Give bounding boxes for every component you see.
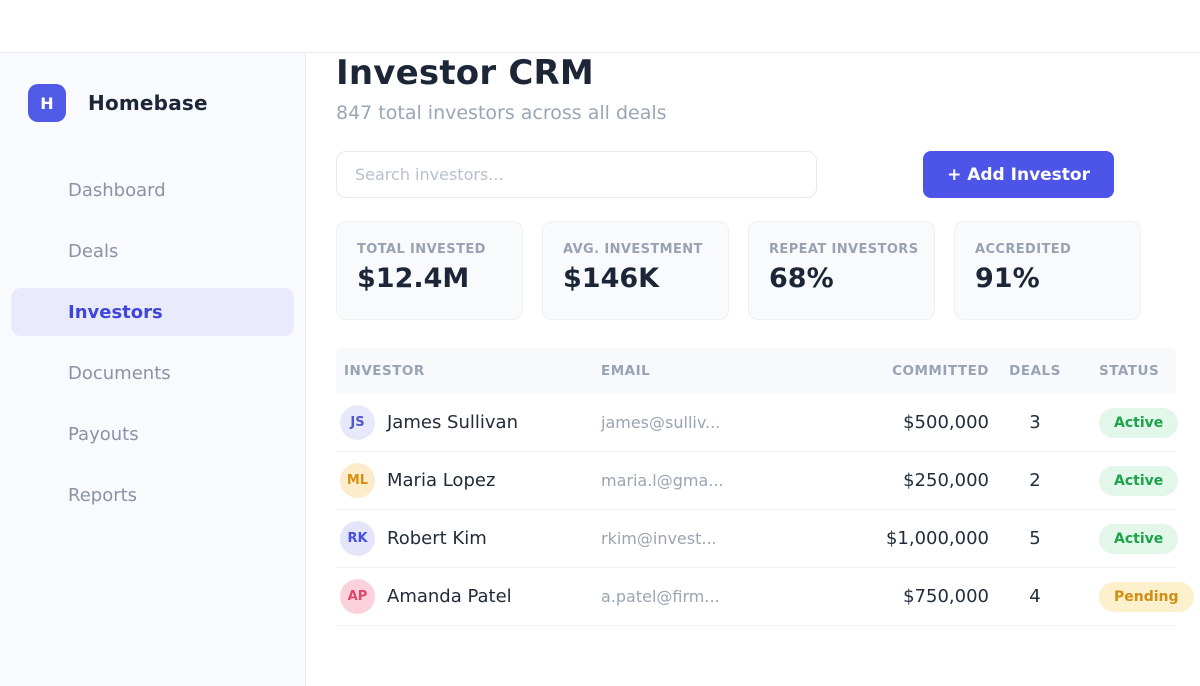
investor-email: james@sulliv... — [601, 413, 721, 432]
table-row[interactable]: ML Maria Lopez maria.l@gma... $250,000 2… — [336, 452, 1179, 510]
deals-count: 3 — [1029, 412, 1041, 433]
sidebar-item-payouts[interactable]: Payouts — [68, 423, 139, 445]
investor-email: rkim@invest... — [601, 529, 717, 548]
add-investor-button[interactable]: + Add Investor — [923, 151, 1114, 198]
table-row[interactable]: AP Amanda Patel a.patel@firm... $750,000… — [336, 568, 1194, 626]
homebase-logo-icon: H — [28, 84, 66, 122]
investor-cell: ML Maria Lopez — [336, 463, 601, 498]
sidebar-item-investors[interactable]: Investors — [11, 288, 294, 336]
sidebar-item-deals[interactable]: Deals — [68, 240, 119, 262]
committed-amount: $1,000,000 — [885, 528, 989, 549]
stat-label: AVG. INVESTMENT — [563, 242, 703, 257]
status-badge: Active — [1099, 407, 1179, 438]
status-cell: Active — [1081, 465, 1179, 496]
status-badge: Active — [1099, 465, 1179, 496]
sidebar-item-dashboard[interactable]: Dashboard — [68, 179, 166, 201]
investor-name: James Sullivan — [387, 412, 518, 433]
stat-card-avg-investment: AVG. INVESTMENT $146K — [542, 221, 729, 320]
investor-name: Robert Kim — [387, 528, 487, 549]
investor-email: a.patel@firm... — [601, 587, 720, 606]
stat-label: TOTAL INVESTED — [357, 242, 486, 257]
investor-cell: RK Robert Kim — [336, 521, 601, 556]
committed-amount: $500,000 — [903, 412, 989, 433]
investor-name: Maria Lopez — [387, 470, 496, 491]
brand[interactable]: H Homebase — [0, 84, 305, 122]
app-shell: H Homebase Dashboard Deals Investors Doc… — [0, 53, 1200, 686]
stat-value: 68% — [769, 263, 834, 294]
stat-value: $146K — [563, 263, 660, 294]
deals-count: 4 — [1029, 586, 1041, 607]
sidebar-nav: Dashboard Deals Investors Documents Payo… — [0, 166, 305, 519]
investor-email: maria.l@gma... — [601, 471, 724, 490]
sidebar: H Homebase Dashboard Deals Investors Doc… — [0, 53, 306, 686]
stat-value: $12.4M — [357, 263, 470, 294]
column-header-investor: INVESTOR — [344, 363, 425, 379]
stat-value: 91% — [975, 263, 1040, 294]
page-title: Investor CRM — [336, 53, 594, 93]
table-row[interactable]: RK Robert Kim rkim@invest... $1,000,000 … — [336, 510, 1179, 568]
status-cell: Active — [1081, 523, 1179, 554]
avatar: RK — [340, 521, 375, 556]
table-row[interactable]: JS James Sullivan james@sulliv... $500,0… — [336, 394, 1179, 452]
status-cell: Pending — [1081, 581, 1194, 612]
avatar: AP — [340, 579, 375, 614]
stat-label: ACCREDITED — [975, 242, 1072, 257]
avatar: JS — [340, 405, 375, 440]
avatar: ML — [340, 463, 375, 498]
stats-row: TOTAL INVESTED $12.4M AVG. INVESTMENT $1… — [336, 221, 1176, 320]
brand-name: Homebase — [88, 91, 208, 115]
status-badge: Pending — [1099, 581, 1194, 612]
sidebar-item-reports[interactable]: Reports — [68, 484, 138, 506]
sidebar-item-documents[interactable]: Documents — [68, 362, 171, 384]
stat-card-repeat-investors: REPEAT INVESTORS 68% — [748, 221, 935, 320]
main-content: Investor CRM 847 total investors across … — [306, 53, 1200, 686]
page-subtitle: 847 total investors across all deals — [336, 102, 667, 124]
top-bar — [0, 0, 1200, 53]
column-header-status: STATUS — [1099, 363, 1160, 379]
status-cell: Active — [1081, 407, 1179, 438]
table-header-row: INVESTOR EMAIL COMMITTED DEALS STATUS — [336, 348, 1176, 394]
committed-amount: $750,000 — [903, 586, 989, 607]
search-input[interactable] — [336, 151, 817, 198]
stat-label: REPEAT INVESTORS — [769, 242, 919, 257]
deals-count: 2 — [1029, 470, 1041, 491]
committed-amount: $250,000 — [903, 470, 989, 491]
investor-cell: AP Amanda Patel — [336, 579, 601, 614]
investors-table: INVESTOR EMAIL COMMITTED DEALS STATUS JS… — [336, 348, 1194, 626]
column-header-email: EMAIL — [601, 363, 651, 379]
investor-name: Amanda Patel — [387, 586, 512, 607]
toolbar: + Add Investor — [336, 151, 1176, 198]
column-header-deals: DEALS — [1009, 363, 1061, 379]
column-header-committed: COMMITTED — [892, 363, 989, 379]
stat-card-total-invested: TOTAL INVESTED $12.4M — [336, 221, 523, 320]
investor-cell: JS James Sullivan — [336, 405, 601, 440]
stat-card-accredited: ACCREDITED 91% — [954, 221, 1141, 320]
deals-count: 5 — [1029, 528, 1041, 549]
status-badge: Active — [1099, 523, 1179, 554]
